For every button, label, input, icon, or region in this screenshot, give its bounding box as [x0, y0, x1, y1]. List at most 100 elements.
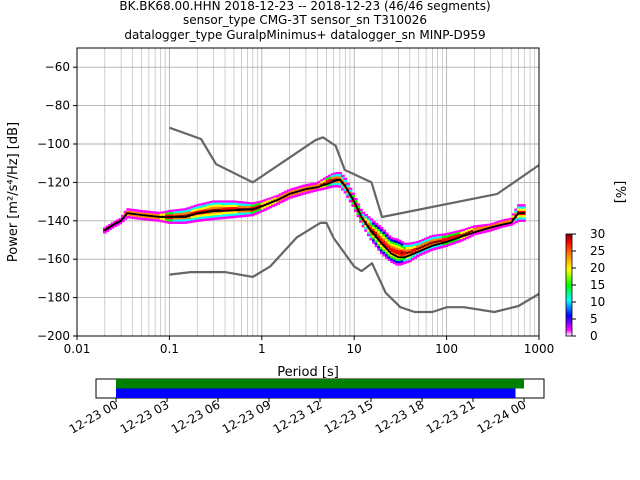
- density-cell: [379, 238, 384, 241]
- density-cell: [309, 187, 314, 191]
- density-cell: [392, 244, 397, 247]
- density-cell: [276, 194, 280, 197]
- density-cell: [400, 260, 405, 263]
- density-cell: [387, 243, 392, 247]
- probability-band: [103, 171, 526, 266]
- density-cell: [418, 240, 423, 243]
- density-cell: [281, 194, 286, 197]
- density-cell: [108, 227, 112, 231]
- grid: [76, 48, 539, 337]
- density-cell: [522, 215, 526, 218]
- density-cell: [255, 209, 260, 213]
- density-cell: [387, 254, 392, 257]
- density-cell: [302, 189, 306, 193]
- density-cell: [258, 208, 262, 212]
- density-cell: [297, 193, 301, 197]
- density-cell: [234, 215, 239, 218]
- density-cell: [299, 185, 304, 188]
- density-cell: [506, 218, 511, 221]
- density-cell: [392, 242, 397, 245]
- density-cell: [405, 247, 410, 250]
- density-cell: [392, 259, 397, 263]
- density-cell: [439, 233, 443, 237]
- density-cell: [123, 217, 128, 220]
- density-cell: [209, 205, 213, 208]
- density-cell: [522, 204, 526, 207]
- density-cell: [149, 213, 154, 216]
- density-cell: [152, 213, 156, 217]
- density-cell: [253, 208, 257, 211]
- density-cell: [429, 237, 433, 241]
- density-cell: [115, 219, 120, 222]
- density-cell: [291, 195, 296, 198]
- density-cell: [522, 208, 526, 212]
- density-cell: [439, 237, 443, 241]
- density-cell: [234, 204, 239, 208]
- density-cell: [203, 209, 208, 212]
- density-cell: [131, 208, 136, 212]
- density-cell: [183, 212, 187, 216]
- density-cell: [255, 205, 260, 208]
- density-cell: [185, 212, 190, 215]
- density-cell: [240, 205, 244, 209]
- colorbar-tick-label: 20: [590, 261, 605, 275]
- density-cell: [467, 229, 472, 232]
- density-cell: [260, 200, 265, 203]
- density-cell: [190, 205, 195, 209]
- density-cell: [276, 199, 280, 203]
- density-cell: [382, 254, 387, 257]
- density-cell: [146, 210, 151, 214]
- density-cell: [302, 184, 306, 188]
- density-cell: [242, 212, 247, 215]
- density-cell: [131, 216, 136, 219]
- density-cell: [247, 210, 252, 213]
- colorbar-label: [%]: [612, 181, 627, 204]
- density-cell: [317, 180, 322, 184]
- density-cell: [447, 236, 451, 240]
- density-cell: [211, 206, 216, 210]
- density-cell: [209, 215, 213, 219]
- density-cell: [379, 233, 384, 237]
- density-cell: [385, 238, 389, 242]
- density-cell: [222, 202, 226, 206]
- density-cell: [247, 214, 252, 217]
- density-cell: [470, 226, 474, 229]
- density-cell: [312, 184, 317, 188]
- density-cell: [377, 231, 381, 234]
- density-cell: [263, 199, 268, 202]
- density-cell: [413, 241, 418, 244]
- density-cell: [519, 206, 524, 209]
- density-cell: [366, 220, 371, 223]
- x-tick-label: 0.1: [160, 342, 179, 356]
- density-cell: [465, 232, 469, 235]
- density-cell: [413, 245, 418, 249]
- density-cell: [193, 215, 198, 219]
- density-cell: [400, 247, 405, 251]
- x-tick-label: 0.01: [64, 342, 91, 356]
- density-cell: [242, 210, 247, 213]
- density-cell: [227, 211, 231, 215]
- density-cell: [387, 245, 392, 249]
- density-cell: [395, 245, 399, 248]
- density-cell: [224, 200, 229, 203]
- density-cell: [198, 219, 203, 222]
- density-cell: [377, 233, 381, 236]
- density-cell: [346, 195, 350, 198]
- density-cell: [149, 216, 154, 219]
- density-cell: [351, 202, 355, 205]
- density-cell: [260, 202, 265, 205]
- density-cell: [392, 257, 397, 260]
- x-tick-label: 1: [258, 342, 266, 356]
- density-cell: [444, 244, 449, 248]
- density-cell: [421, 252, 425, 255]
- density-cell: [410, 248, 415, 252]
- density-cell: [423, 237, 428, 241]
- density-cell: [193, 209, 198, 212]
- density-cell: [413, 247, 418, 251]
- density-cell: [232, 202, 236, 206]
- density-cell: [390, 247, 394, 251]
- density-cell: [390, 258, 394, 261]
- density-cell: [397, 246, 402, 249]
- density-cell: [234, 211, 239, 214]
